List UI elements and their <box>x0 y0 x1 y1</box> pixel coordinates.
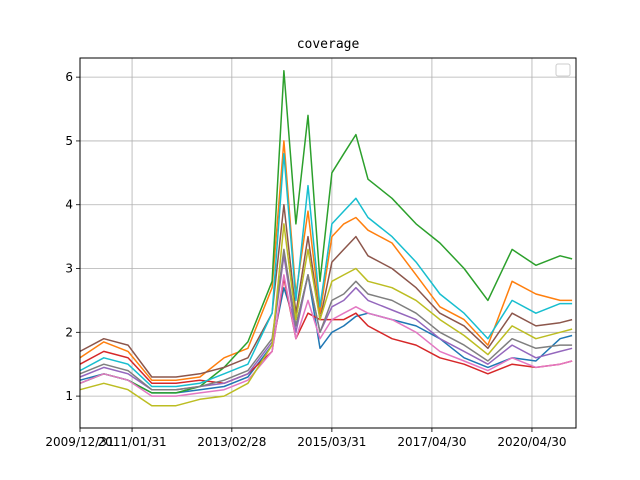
x-tick-label: 2009/12/31 <box>45 435 114 449</box>
x-tick-label: 2013/02/28 <box>197 435 266 449</box>
series-line-9 <box>79 223 573 407</box>
y-tick-label: 3 <box>65 262 73 276</box>
y-tick-label: 5 <box>65 134 73 148</box>
y-tick-label: 4 <box>65 198 73 212</box>
legend-box <box>555 63 571 77</box>
series-line-10 <box>79 152 573 388</box>
y-axis: 1 2 3 4 5 6 <box>65 70 80 403</box>
series-line-2 <box>79 140 573 381</box>
y-tick-label: 1 <box>65 389 73 403</box>
series-group <box>79 70 573 407</box>
x-tick-label: 2017/04/30 <box>397 435 466 449</box>
plot-frame <box>79 57 577 429</box>
y-tick-label: 2 <box>65 325 73 339</box>
y-tick-label: 6 <box>65 70 73 84</box>
x-tick-label: 2020/04/30 <box>497 435 566 449</box>
series-line-6 <box>79 203 573 378</box>
chart-title: coverage <box>297 37 360 52</box>
series-line-7 <box>79 274 573 397</box>
x-tick-label: 2015/03/31 <box>297 435 366 449</box>
series-line-3 <box>79 70 573 394</box>
grid <box>79 58 576 428</box>
series-line-8 <box>79 248 573 391</box>
x-tick-label: 2011/01/31 <box>97 435 166 449</box>
